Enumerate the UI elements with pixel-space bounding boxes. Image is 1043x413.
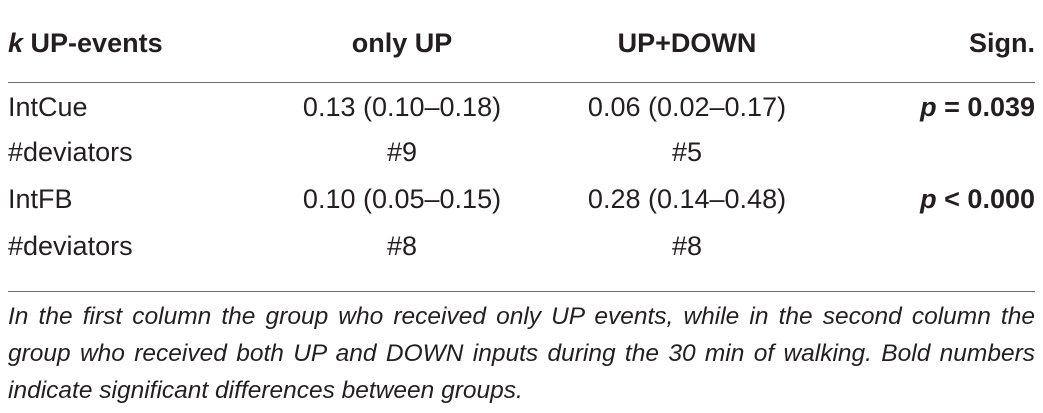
cell-significance: p = 0.039 xyxy=(842,82,1035,129)
cell-only-up: 0.13 (0.10–0.18) xyxy=(302,92,502,123)
header-k-variable: k xyxy=(8,28,24,59)
row-label: IntFB xyxy=(8,184,73,214)
p-value: = 0.039 xyxy=(944,92,1035,123)
header-sign: Sign. xyxy=(969,28,1035,59)
results-table: k UP-events only UP UP+DOWN Sign. IntCue… xyxy=(8,6,1035,270)
table-row: IntFB 0.10 (0.05–0.15) 0.28 (0.14–0.48) … xyxy=(8,176,1035,223)
p-symbol: p xyxy=(920,92,937,123)
cell-significance: p < 0.000 xyxy=(842,176,1035,223)
cell-significance xyxy=(842,129,1035,176)
cell-significance xyxy=(842,223,1035,270)
header-only-up: only UP xyxy=(351,28,453,59)
header-up-events-text: UP-events xyxy=(30,28,163,59)
cell-only-up: #8 xyxy=(386,231,418,261)
header-k-up-events: k UP-events xyxy=(8,6,252,82)
cell-up-down: #8 xyxy=(671,231,703,261)
row-label: #deviators xyxy=(8,231,133,261)
cell-only-up: 0.10 (0.05–0.15) xyxy=(302,184,502,214)
row-label: IntCue xyxy=(8,92,88,123)
table-row: #deviators #8 #8 xyxy=(8,223,1035,270)
header-row: k UP-events only UP UP+DOWN Sign. xyxy=(8,6,1035,82)
row-label: #deviators xyxy=(8,137,133,167)
header-up-down: UP+DOWN xyxy=(617,28,757,59)
p-value: < 0.000 xyxy=(944,184,1035,214)
table-row: #deviators #9 #5 xyxy=(8,129,1035,176)
table-row: IntCue 0.13 (0.10–0.18) 0.06 (0.02–0.17)… xyxy=(8,82,1035,129)
p-symbol: p xyxy=(920,184,937,214)
cell-up-down: 0.28 (0.14–0.48) xyxy=(587,184,787,214)
table-footnote: In the first column the group who receiv… xyxy=(8,303,1035,404)
cell-up-down: #5 xyxy=(671,137,703,167)
cell-up-down: 0.06 (0.02–0.17) xyxy=(587,92,787,123)
table-bottom-rule xyxy=(8,291,1035,292)
cell-only-up: #9 xyxy=(386,137,418,167)
